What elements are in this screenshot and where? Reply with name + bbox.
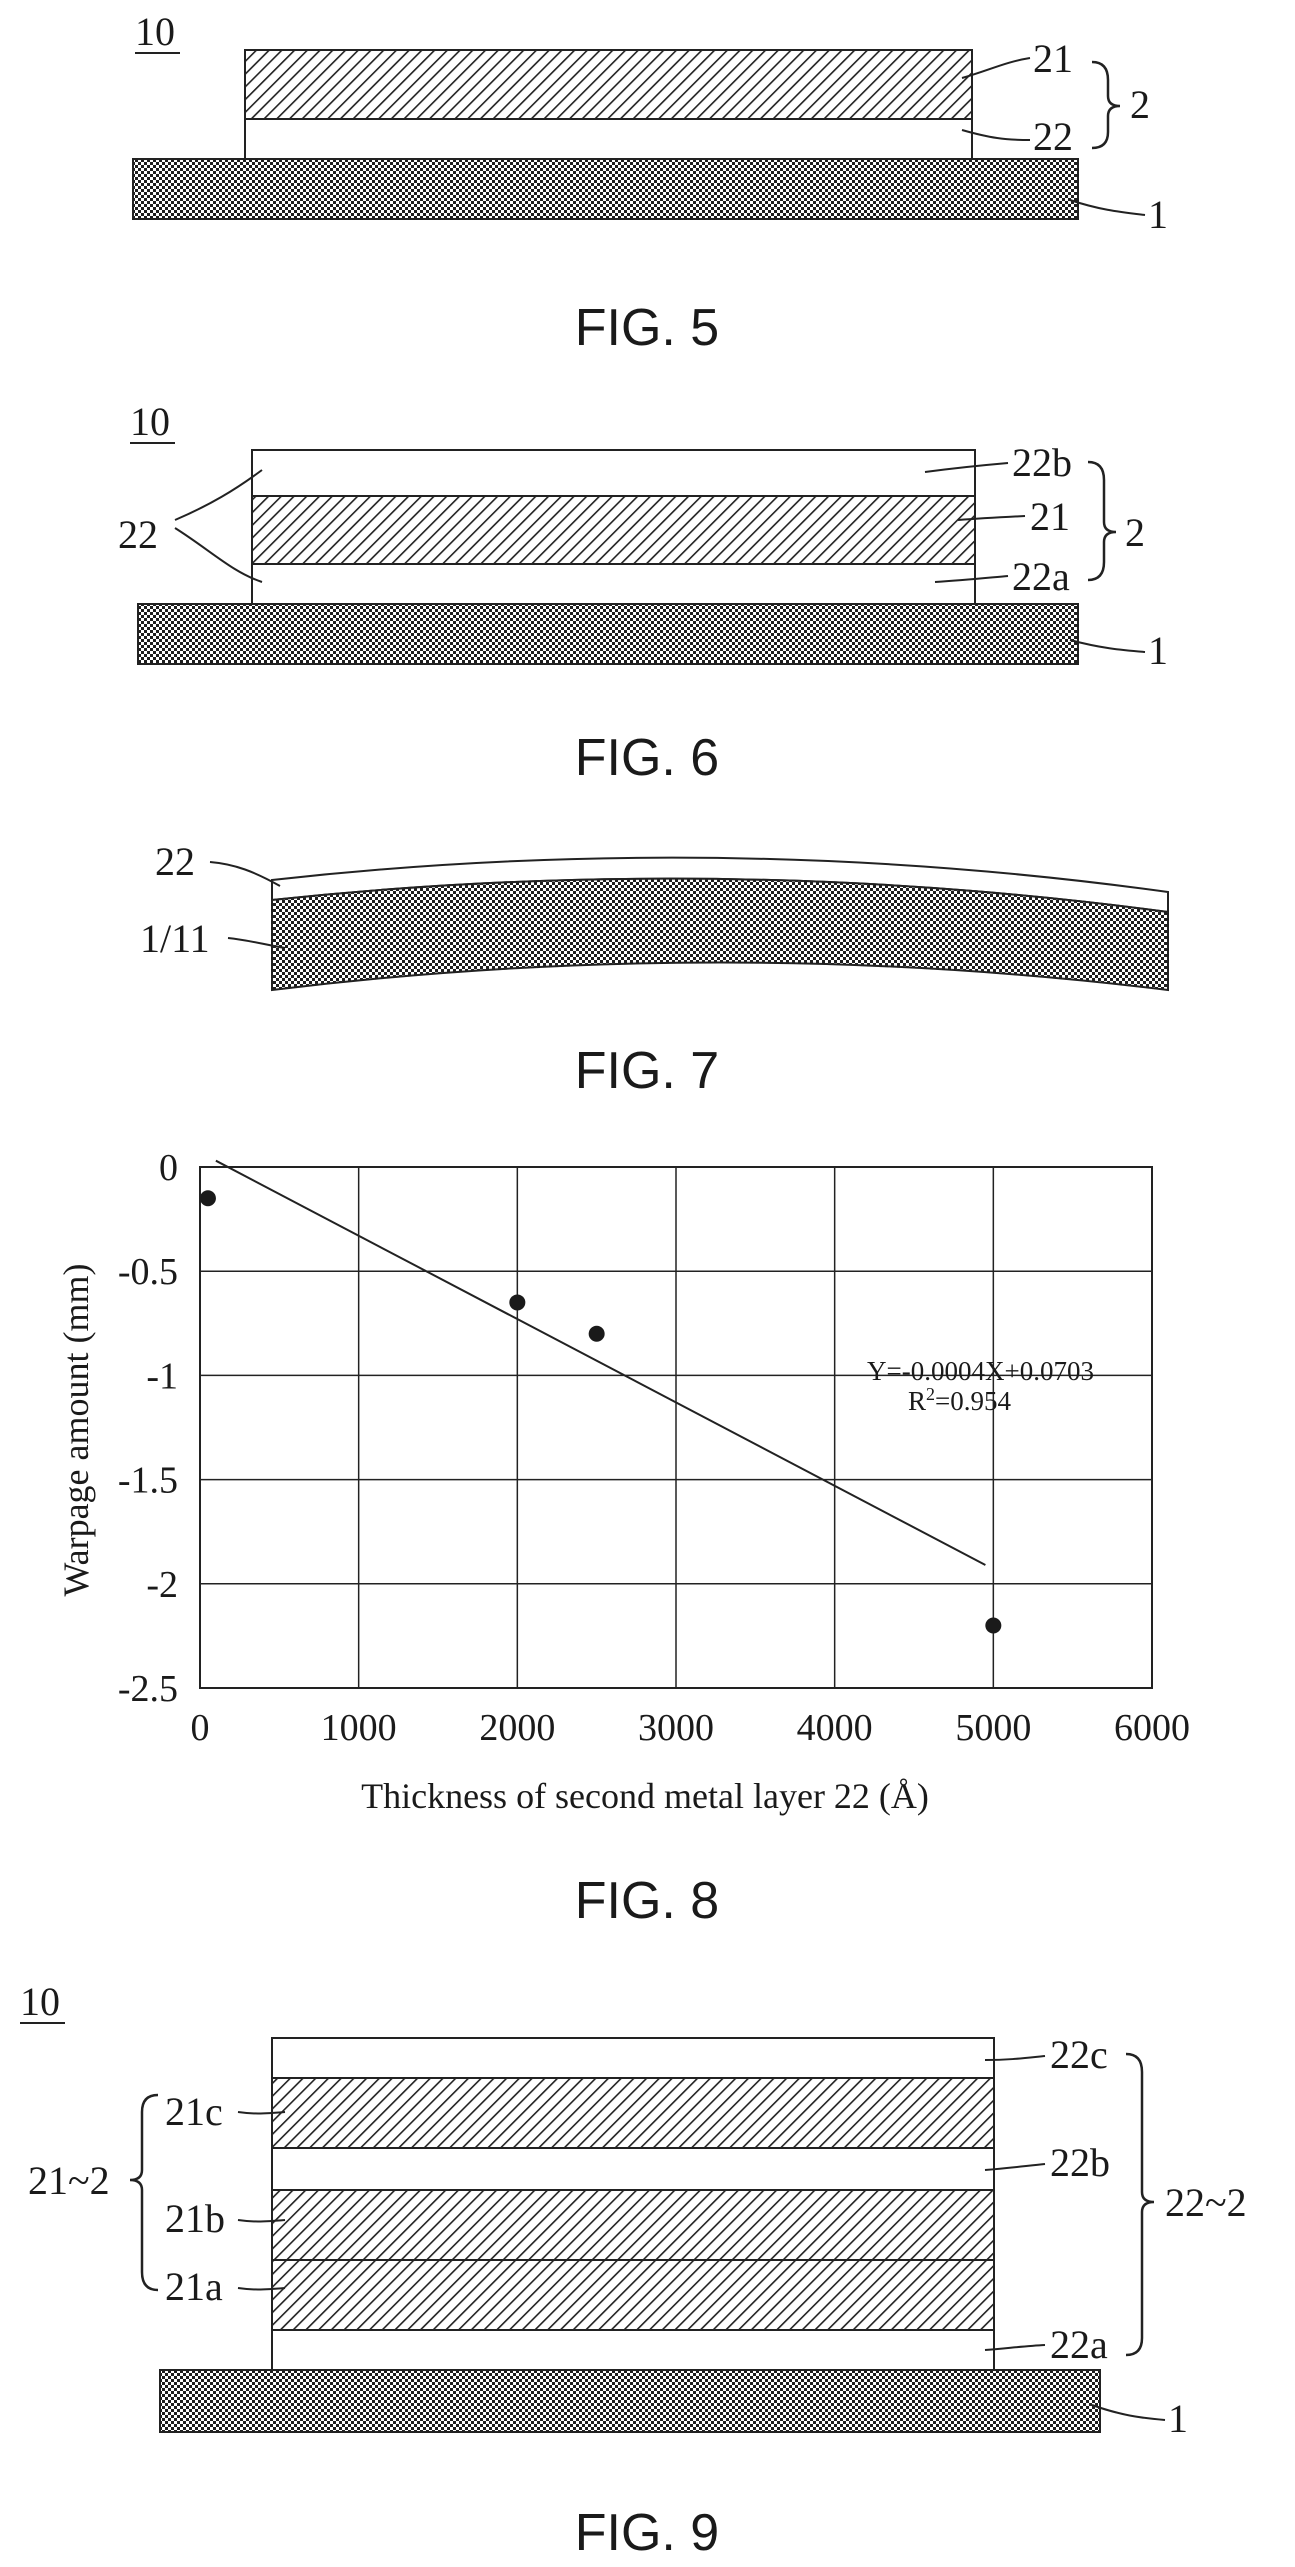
fig9-brace-21-2 [129,2093,159,2292]
fig6-second-metal-layer-22a [251,563,976,605]
fig5-second-metal-layer-22 [244,118,973,160]
fig6-leader-1 [1069,639,1146,653]
fig8-y-axis-title: Warpage amount (mm) [56,1264,96,1597]
fig9-leader-21c [237,2111,286,2115]
fig6-label-22: 22 [118,512,158,557]
fig9-device-ref: 10 [20,1979,60,2024]
fig6-leader-22-top [174,469,263,521]
fig9-first-metal-layer-21b [271,2189,995,2261]
fig9-leader-21b [237,2219,286,2223]
fig8-data-point [588,1325,605,1342]
fig9-leader-22b [984,2163,1046,2171]
fig9-label-21b: 21b [165,2196,225,2241]
fig5-substrate-1 [132,158,1079,220]
fig9-leader-21a [237,2287,286,2291]
fig6-leader-22b [924,462,1009,473]
fig9-label-22c: 22c [1050,2032,1108,2077]
fig6-leader-22-bottom [174,527,263,583]
fig9-brace-22-2 [1125,2052,1155,2357]
fig6-first-metal-layer-21 [251,495,976,565]
fig5: 10 21 22 2 1 FIG. 5 [132,9,1168,357]
fig9-substrate-1 [159,2369,1101,2433]
fig8: 0 1000 2000 3000 4000 5000 6000 0 -0.5 -1 -1.5 -2 -… [56,1147,1190,1930]
fig8-r-squared: R2=0.954 [908,1384,1011,1416]
fig6: 10 22 22b 21 22a 2 1 FIG. 6 [118,399,1168,787]
fig6-device-ref: 10 [130,399,170,444]
fig9-second-metal-layer-22a [271,2329,995,2371]
fig9-leader-22a [984,2344,1046,2351]
fig5-caption: FIG. 5 [575,299,719,357]
fig8-x-tick-label: 1000 [321,1707,397,1749]
fig8-data-point [199,1190,216,1207]
fig9-second-metal-layer-22b [271,2147,995,2191]
fig8-x-tick-label: 6000 [1114,1707,1190,1749]
fig8-y-tick-label: -1.5 [118,1460,178,1502]
fig9-label-22-2: 22~2 [1165,2180,1247,2225]
fig5-label-22: 22 [1033,114,1073,159]
fig9-label-22a: 22a [1050,2322,1108,2367]
fig8-y-tick-labels: 0 -0.5 -1 -1.5 -2 -2.5 [118,1147,178,1710]
fig8-equation: Y=-0.0004X+0.0703 [867,1356,1094,1386]
fig9-caption: FIG. 9 [575,2504,719,2562]
fig5-device-ref: 10 [135,9,175,54]
fig5-brace-2 [1091,60,1121,150]
fig8-x-axis-title: Thickness of second metal layer 22 (Å) [361,1776,929,1816]
fig8-y-tick-label: -1 [146,1355,178,1397]
fig8-x-tick-labels: 0 1000 2000 3000 4000 5000 6000 [191,1707,1191,1749]
fig5-leader-22 [961,129,1031,141]
fig6-substrate-1 [137,603,1079,665]
fig6-caption: FIG. 6 [575,729,719,787]
fig9-leader-1 [1091,2404,1166,2421]
fig9-second-metal-layer-22c [271,2037,995,2079]
fig6-second-metal-layer-22b [251,449,976,497]
fig7-substrate-1-11 [271,877,1169,992]
fig7-leader-22 [209,861,281,887]
fig6-label-22a: 22a [1012,554,1070,599]
fig9-label-22b: 22b [1050,2140,1110,2185]
fig8-data-point [509,1294,526,1311]
fig8-data-points [199,1190,1002,1634]
fig7-leader-1-11 [227,937,286,949]
fig8-x-tick-label: 2000 [479,1707,555,1749]
fig7-caption: FIG. 7 [575,1042,719,1100]
fig9-first-metal-layer-21c [271,2077,995,2149]
fig9-label-21-2: 21~2 [28,2158,110,2203]
fig8-x-tick-label: 5000 [955,1707,1031,1749]
fig8-x-tick-label: 0 [191,1707,210,1749]
fig8-caption: FIG. 8 [575,1872,719,1930]
fig8-y-tick-label: 0 [159,1147,178,1189]
fig9-leader-22c [984,2055,1046,2061]
fig8-plot-frame [199,1166,1153,1689]
fig6-brace-2 [1087,460,1117,582]
fig6-label-22b: 22b [1012,440,1072,485]
fig9-label-1: 1 [1168,2396,1188,2441]
fig6-label-1: 1 [1148,628,1168,673]
fig5-first-metal-layer-21 [244,49,973,120]
fig8-data-point [985,1617,1002,1634]
fig8-y-tick-label: -2.5 [118,1668,178,1710]
fig8-x-tick-label: 4000 [797,1707,873,1749]
fig6-leader-22a [934,575,1009,583]
fig8-y-tick-label: -0.5 [118,1251,178,1293]
fig6-label-2: 2 [1125,510,1145,555]
fig6-label-21: 21 [1030,494,1070,539]
fig8-trendline [215,1159,986,1566]
fig9: 10 21c 21b 21a 21~2 22c 22b 22a 22~2 1 F… [20,1979,1247,2562]
fig5-label-2: 2 [1130,82,1150,127]
fig9-label-21a: 21a [165,2264,223,2309]
fig6-leader-21 [957,515,1026,521]
fig8-y-tick-label: -2 [146,1564,178,1606]
fig8-gridlines [200,1167,1152,1688]
fig5-leader-1 [1069,199,1146,216]
fig9-first-metal-layer-21a [271,2259,995,2331]
fig7-label-1-11: 1/11 [140,916,210,961]
fig7: 22 1/11 FIG. 7 [140,839,1169,1100]
fig5-leader-21 [961,57,1031,79]
fig5-label-21: 21 [1033,36,1073,81]
fig5-label-1: 1 [1148,192,1168,237]
fig7-label-22: 22 [155,839,195,884]
fig8-x-tick-label: 3000 [638,1707,714,1749]
fig9-label-21c: 21c [165,2089,223,2134]
